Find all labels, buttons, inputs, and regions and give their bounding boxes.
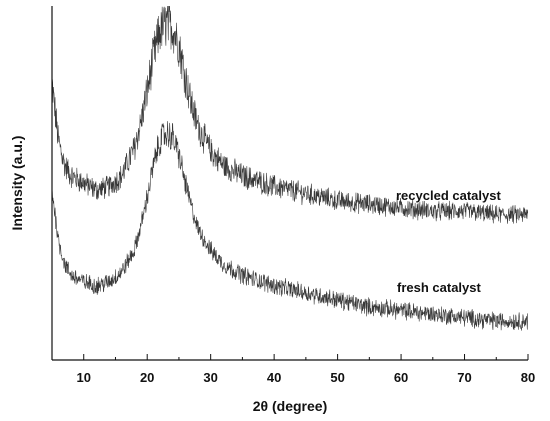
x-tick-label-30: 30 bbox=[203, 370, 217, 385]
plot-area bbox=[52, 6, 528, 331]
x-tick-label-40: 40 bbox=[267, 370, 281, 385]
x-tick-label-50: 50 bbox=[330, 370, 344, 385]
x-tick-label-60: 60 bbox=[394, 370, 408, 385]
x-tick-label-80: 80 bbox=[521, 370, 535, 385]
axes: 10 20 30 40 50 60 70 80 bbox=[51, 6, 535, 385]
x-tick-label-10: 10 bbox=[76, 370, 90, 385]
y-axis-label: Intensity (a.u.) bbox=[9, 136, 25, 231]
labels: 2θ (degree) Intensity (a.u.) recycled ca… bbox=[9, 136, 501, 414]
series-line-recycled bbox=[52, 6, 528, 224]
x-tick-label-70: 70 bbox=[457, 370, 471, 385]
x-axis-label: 2θ (degree) bbox=[253, 398, 327, 414]
series-label-recycled: recycled catalyst bbox=[396, 188, 501, 203]
x-tick-label-20: 20 bbox=[140, 370, 154, 385]
series-line-fresh bbox=[52, 121, 528, 331]
series-label-fresh: fresh catalyst bbox=[397, 280, 481, 295]
